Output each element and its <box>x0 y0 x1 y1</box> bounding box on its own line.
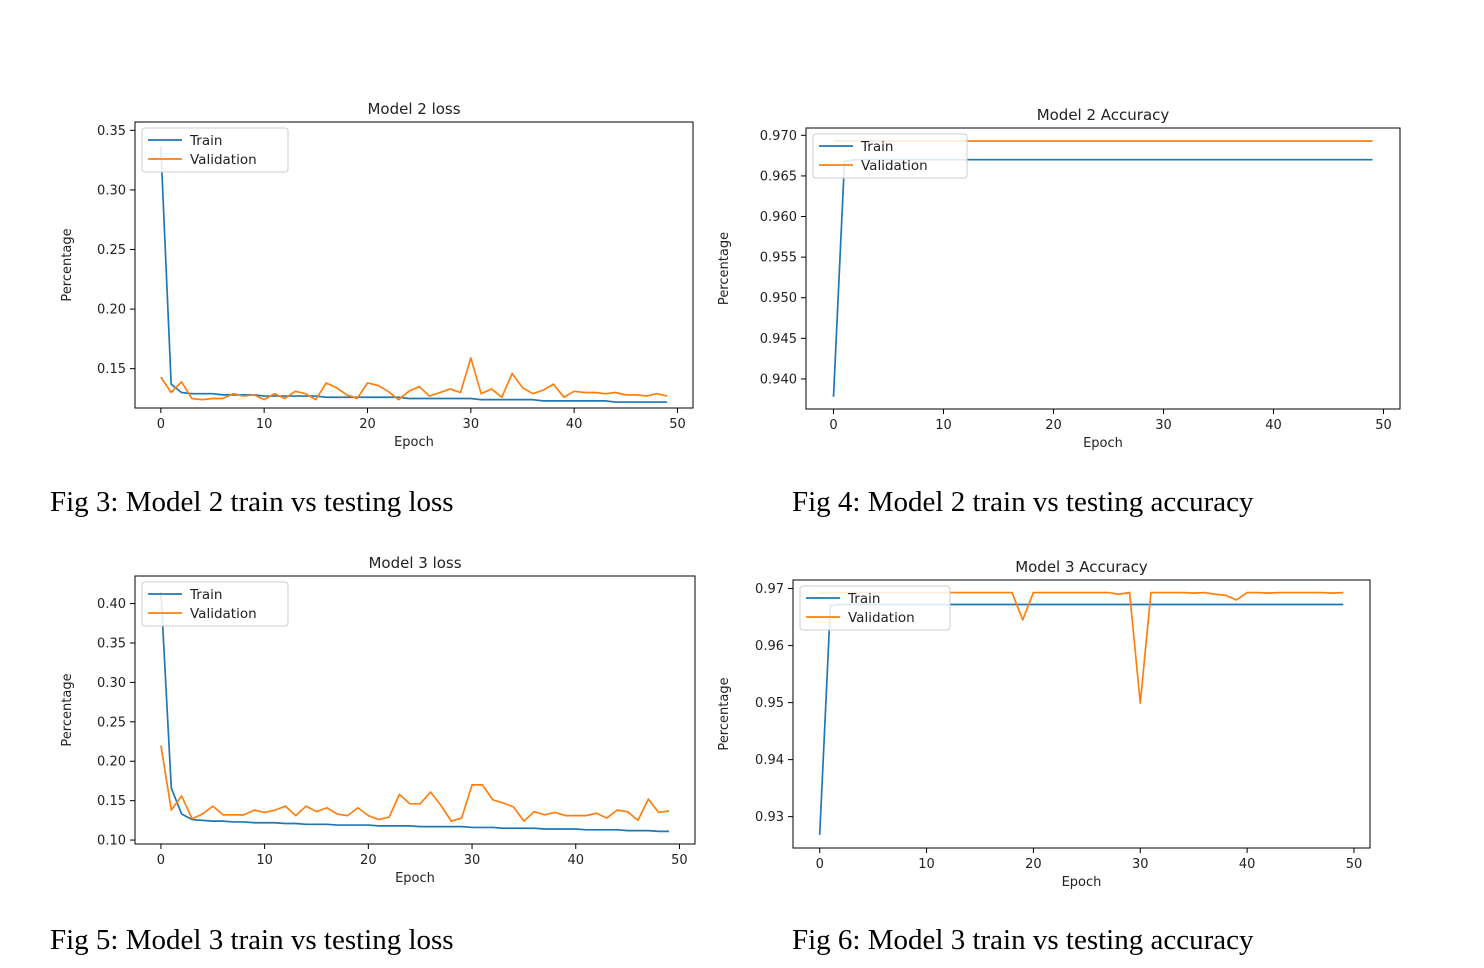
figure-caption-fig6: Fig 6: Model 3 train vs testing accuracy <box>792 924 1254 956</box>
legend-label-train: Train <box>189 587 222 603</box>
y-tick-label: 0.10 <box>97 834 126 849</box>
plot-frame <box>792 579 1371 849</box>
y-tick-label: 0.940 <box>760 372 797 387</box>
chart-title: Model 2 loss <box>367 100 460 118</box>
legend-label-train: Train <box>189 133 222 149</box>
y-tick-label: 0.955 <box>760 251 797 266</box>
x-tick-label: 10 <box>256 853 273 868</box>
x-tick-label: 50 <box>671 853 688 868</box>
y-tick-label: 0.965 <box>760 169 797 184</box>
series-line-train <box>818 603 1344 835</box>
y-tick-label: 0.20 <box>97 755 126 770</box>
legend-box <box>141 127 289 173</box>
x-tick-label: 20 <box>360 853 377 868</box>
x-tick-label: 0 <box>157 853 165 868</box>
y-tick-label: 0.40 <box>97 597 126 612</box>
x-axis-label: Epoch <box>394 435 434 450</box>
x-tick-label: 0 <box>816 857 824 872</box>
x-tick-label: 0 <box>157 417 165 432</box>
y-tick-label: 0.30 <box>97 676 126 691</box>
y-tick-label: 0.94 <box>755 753 784 768</box>
x-tick-label: 50 <box>1346 857 1363 872</box>
y-tick-label: 0.96 <box>755 639 784 654</box>
x-tick-label: 40 <box>566 417 583 432</box>
chart-model3-accuracy: Model 3 Accuracy 0 10 20 30 40 50 0.93 0.94 0.95 0… <box>717 558 1371 890</box>
y-tick-label: 0.97 <box>755 582 784 597</box>
plot-frame <box>134 121 694 409</box>
series-line-train <box>159 146 668 403</box>
x-tick-label: 20 <box>1045 418 1062 433</box>
legend-box <box>799 585 951 631</box>
y-tick-label: 0.20 <box>97 303 126 318</box>
legend-label-validation: Validation <box>861 158 928 174</box>
y-tick-label: 0.35 <box>97 124 126 139</box>
series-line-validation <box>160 357 668 401</box>
x-tick-label: 50 <box>1375 418 1392 433</box>
y-tick-label: 0.25 <box>97 243 126 258</box>
figure-caption-fig5: Fig 5: Model 3 train vs testing loss <box>50 924 454 956</box>
x-axis-label: Epoch <box>395 871 435 886</box>
y-tick-label: 0.970 <box>760 129 797 144</box>
y-tick-label: 0.15 <box>97 362 126 377</box>
y-tick-label: 0.15 <box>97 794 126 809</box>
chart-title: Model 2 Accuracy <box>1037 106 1170 124</box>
y-axis-label: Percentage <box>60 673 75 746</box>
x-tick-label: 40 <box>567 853 584 868</box>
y-axis-label: Percentage <box>60 228 75 301</box>
y-tick-label: 0.30 <box>97 183 126 198</box>
x-tick-label: 0 <box>829 418 837 433</box>
y-tick-label: 0.35 <box>97 637 126 652</box>
x-tick-label: 40 <box>1239 857 1256 872</box>
x-tick-label: 30 <box>1155 418 1172 433</box>
plot-frame <box>805 127 1401 410</box>
x-axis-label: Epoch <box>1083 436 1123 451</box>
chart-model3-loss: Model 3 loss 0 10 20 30 40 50 0.10 0.15 0.20 0.25 0… <box>60 554 696 886</box>
legend-label-validation: Validation <box>190 606 257 622</box>
y-axis-label: Percentage <box>717 677 732 750</box>
legend-label-train: Train <box>847 591 880 607</box>
y-tick-label: 0.93 <box>755 810 784 825</box>
x-tick-label: 30 <box>1132 857 1149 872</box>
y-tick-label: 0.960 <box>760 210 797 225</box>
series-line-train <box>160 591 670 833</box>
chart-title: Model 3 Accuracy <box>1015 558 1148 576</box>
x-tick-label: 40 <box>1265 418 1282 433</box>
chart-model2-accuracy: Model 2 Accuracy 0 10 20 30 40 50 0.940 0.945 0.9… <box>717 106 1401 451</box>
legend-box <box>812 133 968 179</box>
y-tick-label: 0.945 <box>760 332 797 347</box>
figure-caption-fig4: Fig 4: Model 2 train vs testing accuracy <box>792 486 1254 518</box>
x-tick-label: 30 <box>463 417 480 432</box>
legend-box <box>141 581 289 627</box>
y-tick-label: 0.950 <box>760 291 797 306</box>
y-axis-label: Percentage <box>717 232 732 305</box>
legend-label-validation: Validation <box>190 152 257 168</box>
chart-model2-loss: Model 2 loss 0 10 20 30 40 50 0.15 0.20 0.25 0.30 0… <box>60 100 694 450</box>
plot-frame <box>134 575 696 845</box>
x-tick-label: 30 <box>464 853 481 868</box>
x-tick-label: 10 <box>935 418 952 433</box>
x-tick-label: 20 <box>1025 857 1042 872</box>
legend-label-train: Train <box>860 139 893 155</box>
series-line-train <box>832 158 1373 397</box>
x-axis-label: Epoch <box>1062 875 1102 890</box>
figure-caption-fig3: Fig 3: Model 2 train vs testing loss <box>50 486 454 518</box>
x-tick-label: 10 <box>918 857 935 872</box>
legend-label-validation: Validation <box>848 610 915 626</box>
y-tick-label: 0.95 <box>755 696 784 711</box>
x-tick-label: 10 <box>256 417 273 432</box>
x-tick-label: 20 <box>359 417 376 432</box>
y-tick-label: 0.25 <box>97 715 126 730</box>
chart-title: Model 3 loss <box>368 554 461 572</box>
series-line-validation <box>160 745 670 822</box>
x-tick-label: 50 <box>669 417 686 432</box>
